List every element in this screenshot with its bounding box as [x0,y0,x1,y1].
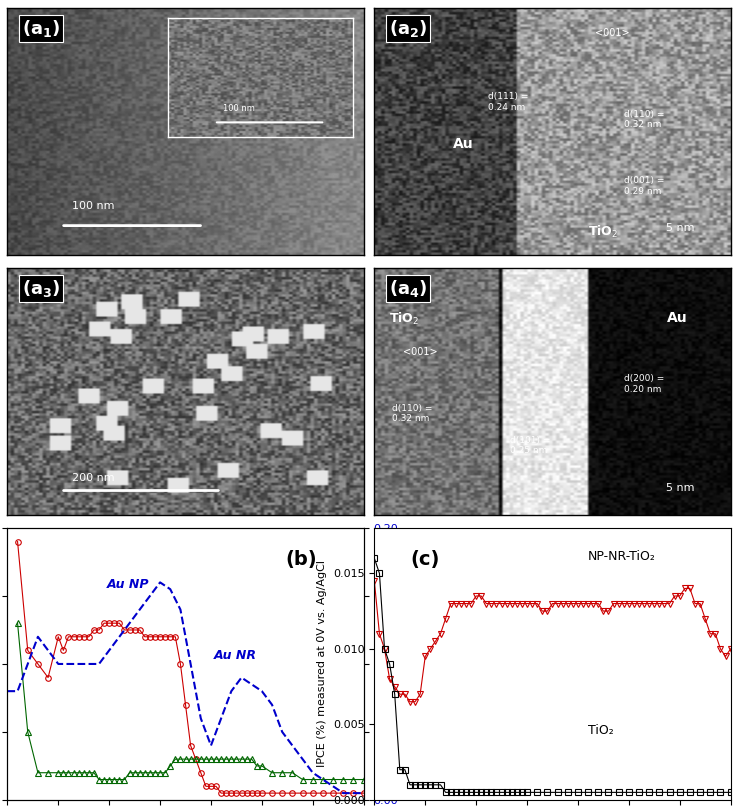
Text: d(110) =
0.32 nm: d(110) = 0.32 nm [392,404,432,423]
Text: 5 nm: 5 nm [666,222,695,233]
Text: 100 nm: 100 nm [72,200,114,211]
Y-axis label: Absorbance (a.u.): Absorbance (a.u.) [404,614,414,713]
Text: 5 nm: 5 nm [666,482,695,493]
Text: $\mathbf{(a_4)}$: $\mathbf{(a_4)}$ [389,278,427,299]
Text: TiO$_2$: TiO$_2$ [389,310,418,326]
Text: $\mathbf{(a_3)}$: $\mathbf{(a_3)}$ [21,278,61,299]
Text: Au: Au [452,137,473,151]
Text: Au NR: Au NR [214,649,257,662]
Text: Au: Au [666,311,687,326]
Text: TiO$_2$: TiO$_2$ [588,225,618,241]
Text: (b): (b) [286,549,317,569]
Text: $\mathbf{(a_1)}$: $\mathbf{(a_1)}$ [21,18,61,39]
Text: TiO₂: TiO₂ [588,724,614,737]
Text: d(101) =
0.25 nm: d(101) = 0.25 nm [510,436,550,456]
Text: <001>: <001> [596,27,630,38]
Text: $\mathbf{(a_2)}$: $\mathbf{(a_2)}$ [389,18,427,39]
Text: Au NP: Au NP [107,578,150,591]
Text: d(001) =
0.29 nm: d(001) = 0.29 nm [624,176,664,196]
Text: NP-NR-TiO₂: NP-NR-TiO₂ [588,549,656,562]
Text: (c): (c) [410,549,439,569]
Text: d(111) =
0.24 nm: d(111) = 0.24 nm [489,92,528,112]
Text: <001>: <001> [403,347,438,356]
Text: 200 nm: 200 nm [72,473,114,482]
Y-axis label: IPCE (%) measured at 0V vs. Ag/AgCl: IPCE (%) measured at 0V vs. Ag/AgCl [317,561,328,768]
Text: d(110) =
0.32 nm: d(110) = 0.32 nm [624,110,664,129]
Text: d(200) =
0.20 nm: d(200) = 0.20 nm [624,374,664,393]
